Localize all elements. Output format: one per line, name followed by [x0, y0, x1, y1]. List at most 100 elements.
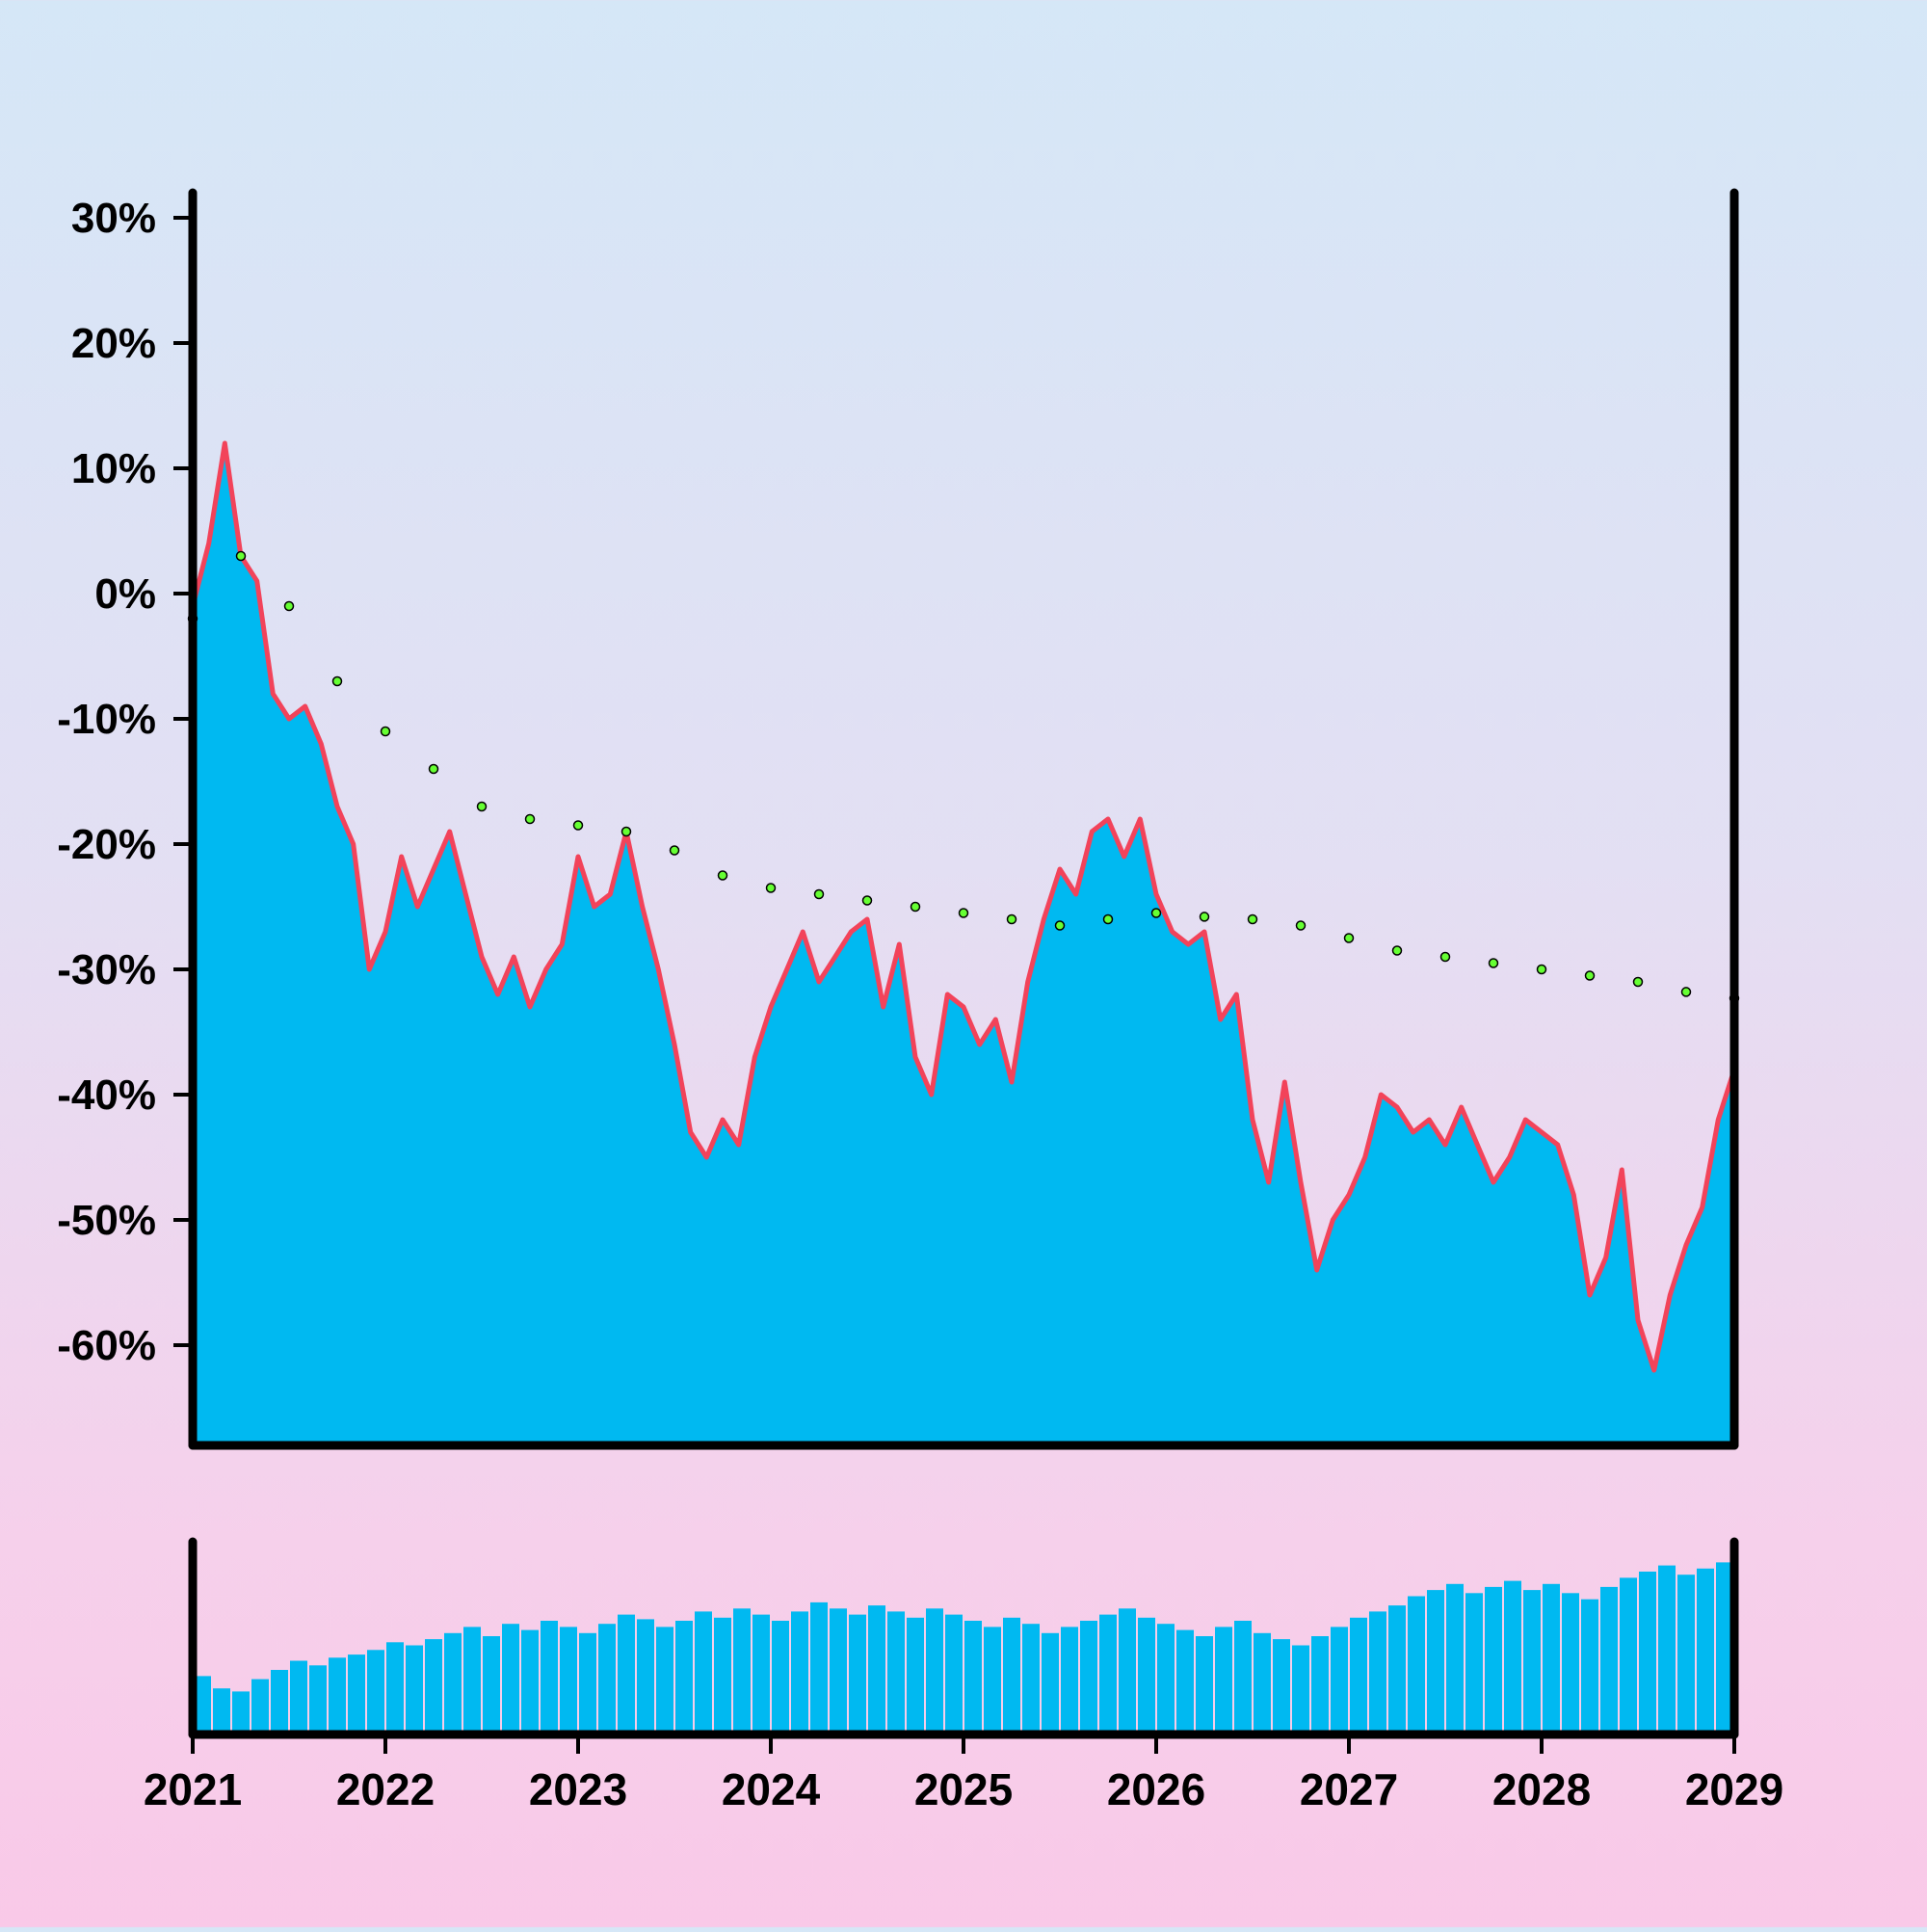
volume-bar — [1331, 1627, 1348, 1734]
y-tick-label: -20% — [57, 821, 156, 868]
volume-plot — [194, 1562, 1733, 1734]
volume-bar — [348, 1654, 365, 1734]
volume-bar — [579, 1632, 596, 1734]
trend-marker — [572, 820, 584, 831]
volume-bar — [251, 1679, 269, 1734]
y-tick-label: -30% — [57, 946, 156, 993]
volume-bar — [695, 1611, 712, 1734]
y-tick-label: 0% — [94, 570, 156, 618]
trend-marker — [669, 845, 680, 856]
volume-bar — [1254, 1632, 1271, 1734]
volume-bar — [406, 1645, 423, 1734]
volume-bar — [309, 1665, 327, 1734]
volume-bar — [1581, 1599, 1598, 1734]
trend-marker — [1536, 964, 1547, 975]
volume-bar — [926, 1608, 943, 1734]
volume-bar — [1350, 1617, 1367, 1734]
trend-marker — [524, 813, 536, 825]
volume-bar — [984, 1627, 1001, 1734]
volume-bar — [1388, 1605, 1406, 1734]
volume-bar — [1562, 1593, 1579, 1734]
trend-marker — [1247, 913, 1258, 925]
trend-marker — [1584, 970, 1596, 981]
volume-bar — [483, 1636, 500, 1734]
trend-marker — [1343, 933, 1355, 943]
trend-marker — [910, 901, 921, 913]
volume-bar — [1446, 1583, 1464, 1734]
volume-bar — [1639, 1572, 1656, 1734]
volume-bar — [964, 1621, 982, 1734]
volume-bar — [945, 1614, 963, 1734]
volume-bar — [887, 1611, 905, 1734]
volume-bar — [290, 1660, 307, 1734]
trend-marker — [1391, 945, 1403, 956]
trend-marker — [1150, 908, 1162, 918]
trend-marker — [717, 870, 728, 881]
volume-bar — [502, 1624, 519, 1734]
y-tick-label: -50% — [57, 1197, 156, 1244]
volume-bar — [463, 1627, 481, 1734]
volume-bar — [1292, 1645, 1309, 1734]
trend-marker — [861, 895, 873, 906]
trend-marker — [380, 726, 391, 737]
volume-bar — [618, 1614, 635, 1734]
x-tick-label: 2027 — [1300, 1764, 1398, 1814]
volume-bar — [425, 1639, 442, 1734]
volume-bar — [1311, 1636, 1329, 1734]
volume-bar — [367, 1650, 384, 1734]
volume-bar — [791, 1611, 808, 1734]
volume-bar — [444, 1632, 462, 1734]
y-tick-label: 20% — [71, 320, 156, 367]
volume-bar — [637, 1619, 654, 1734]
trend-marker — [476, 801, 488, 812]
volume-bar — [656, 1627, 673, 1734]
volume-bar — [1369, 1611, 1386, 1734]
volume-bar — [1273, 1639, 1290, 1734]
volume-bar — [1138, 1617, 1155, 1734]
volume-bar — [714, 1617, 731, 1734]
volume-bar — [1234, 1621, 1252, 1734]
y-tick-label: -60% — [57, 1322, 156, 1369]
volume-bar — [1543, 1583, 1560, 1734]
y-tick-label: -40% — [57, 1072, 156, 1119]
trend-marker — [1632, 976, 1644, 988]
volume-bar — [541, 1621, 558, 1734]
volume-bar — [1523, 1590, 1541, 1734]
trend-marker — [1680, 987, 1692, 997]
trend-marker — [331, 675, 343, 687]
volume-bar — [1003, 1617, 1020, 1734]
x-tick-label: 2029 — [1685, 1764, 1783, 1814]
area-fill — [193, 443, 1734, 1445]
volume-bar — [772, 1621, 789, 1734]
volume-bar — [1677, 1575, 1695, 1734]
trend-marker — [1488, 958, 1499, 968]
trend-marker — [958, 908, 969, 918]
x-tick-label: 2026 — [1107, 1764, 1205, 1814]
trend-marker — [1295, 920, 1307, 931]
y-tick-label: 10% — [71, 445, 156, 492]
volume-bar — [1620, 1577, 1637, 1734]
series-line — [190, 440, 1737, 1373]
volume-bar — [1119, 1608, 1136, 1734]
trend-marker — [765, 883, 777, 893]
trend-marker — [1102, 913, 1114, 925]
volume-bar — [1099, 1614, 1117, 1734]
trend-marker — [283, 600, 295, 612]
trend-marker — [1006, 913, 1017, 925]
volume-bar — [560, 1627, 577, 1734]
volume-bar — [1157, 1624, 1175, 1734]
volume-bar — [598, 1624, 616, 1734]
x-tick-label: 2028 — [1492, 1764, 1591, 1814]
axes-layer: 30% 20% 10% 0% -10% -20% -30% -40% -50% -60% 2021 2… — [57, 188, 1783, 1814]
volume-bar — [213, 1688, 230, 1734]
volume-bar — [1658, 1565, 1676, 1734]
volume-bar — [1697, 1568, 1714, 1734]
volume-bar — [830, 1608, 847, 1734]
x-tick-label: 2022 — [336, 1764, 435, 1814]
volume-bar — [1427, 1590, 1444, 1734]
volume-bar — [1042, 1632, 1059, 1734]
volume-bar — [1061, 1627, 1078, 1734]
volume-bar — [907, 1617, 924, 1734]
volume-bar — [1022, 1624, 1040, 1734]
volume-bar — [232, 1691, 250, 1734]
